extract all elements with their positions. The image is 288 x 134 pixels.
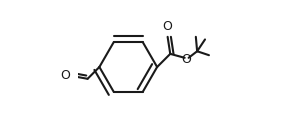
Text: O: O — [162, 20, 172, 33]
Text: O: O — [182, 53, 192, 66]
Text: O: O — [60, 69, 70, 82]
